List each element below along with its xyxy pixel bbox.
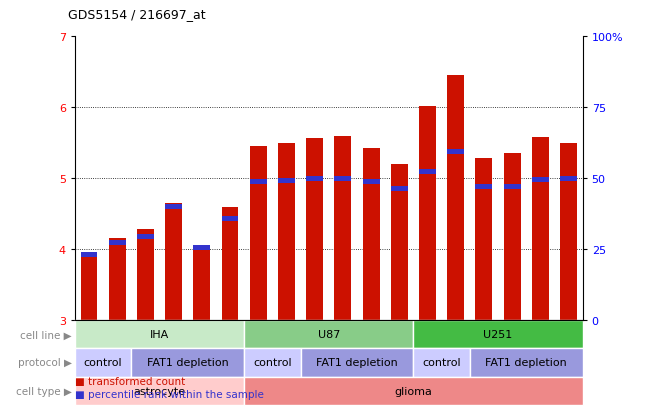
Bar bbox=[81, 255, 98, 320]
Bar bbox=[244, 320, 413, 349]
Bar bbox=[193, 246, 210, 251]
Text: astrocyte: astrocyte bbox=[133, 386, 186, 396]
Bar bbox=[250, 180, 267, 185]
Bar bbox=[419, 107, 436, 320]
Bar bbox=[306, 176, 323, 181]
Bar bbox=[391, 187, 408, 192]
Text: cell line ▶: cell line ▶ bbox=[20, 330, 72, 339]
Bar bbox=[532, 138, 549, 320]
Text: FAT1 depletion: FAT1 depletion bbox=[486, 358, 567, 368]
Text: glioma: glioma bbox=[395, 386, 432, 396]
Bar bbox=[244, 377, 583, 405]
Bar bbox=[504, 185, 521, 190]
Bar bbox=[75, 320, 244, 349]
Bar bbox=[363, 148, 380, 320]
Text: IHA: IHA bbox=[150, 330, 169, 339]
Bar bbox=[419, 169, 436, 174]
Bar bbox=[244, 349, 301, 377]
Bar bbox=[81, 252, 98, 257]
Text: U87: U87 bbox=[318, 330, 340, 339]
Bar bbox=[504, 154, 521, 320]
Bar bbox=[193, 248, 210, 320]
Bar bbox=[413, 320, 583, 349]
Bar bbox=[447, 150, 464, 154]
Bar bbox=[75, 377, 244, 405]
Text: FAT1 depletion: FAT1 depletion bbox=[147, 358, 229, 368]
Bar bbox=[447, 76, 464, 320]
Bar bbox=[470, 349, 583, 377]
Bar bbox=[221, 207, 238, 320]
Text: GDS5154 / 216697_at: GDS5154 / 216697_at bbox=[68, 8, 206, 21]
Text: control: control bbox=[422, 358, 461, 368]
Bar bbox=[475, 159, 492, 320]
Bar bbox=[278, 143, 295, 320]
Bar bbox=[221, 217, 238, 222]
Bar bbox=[560, 143, 577, 320]
Text: control: control bbox=[84, 358, 122, 368]
Bar bbox=[532, 178, 549, 183]
Bar bbox=[560, 176, 577, 181]
Text: ■ transformed count: ■ transformed count bbox=[75, 376, 185, 386]
Bar bbox=[391, 165, 408, 320]
Bar bbox=[109, 240, 126, 245]
Bar bbox=[306, 138, 323, 320]
Bar bbox=[109, 238, 126, 320]
Bar bbox=[301, 349, 413, 377]
Text: control: control bbox=[253, 358, 292, 368]
Text: U251: U251 bbox=[484, 330, 512, 339]
Bar bbox=[75, 349, 132, 377]
Text: ■ percentile rank within the sample: ■ percentile rank within the sample bbox=[75, 389, 264, 399]
Bar bbox=[165, 205, 182, 210]
Text: cell type ▶: cell type ▶ bbox=[16, 386, 72, 396]
Text: FAT1 depletion: FAT1 depletion bbox=[316, 358, 398, 368]
Bar bbox=[413, 349, 470, 377]
Bar bbox=[165, 204, 182, 320]
Bar bbox=[137, 235, 154, 240]
Bar bbox=[278, 178, 295, 183]
Bar bbox=[363, 180, 380, 185]
Text: protocol ▶: protocol ▶ bbox=[18, 358, 72, 368]
Bar bbox=[335, 136, 352, 320]
Bar bbox=[475, 185, 492, 190]
Bar bbox=[335, 176, 352, 181]
Bar bbox=[250, 147, 267, 320]
Bar bbox=[137, 230, 154, 320]
Bar bbox=[132, 349, 244, 377]
